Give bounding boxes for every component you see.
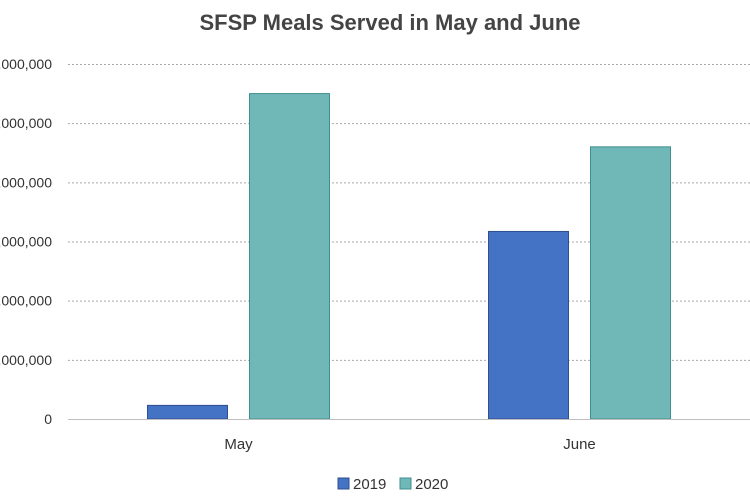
- bar-2019-may: [147, 404, 228, 420]
- x-category-label: June: [563, 436, 596, 453]
- y-tick-label: 0,000,000: [0, 234, 52, 250]
- bars: [147, 93, 671, 420]
- legend-item-2019: 2019: [337, 476, 386, 493]
- legend-item-2020: 2020: [399, 476, 448, 493]
- bar-2020-may: [249, 93, 330, 420]
- y-tick-label: 0,000,000: [0, 174, 52, 190]
- legend-swatch: [399, 477, 412, 490]
- y-tick-label: 0,000,000: [0, 115, 52, 131]
- legend-label: 2020: [415, 476, 448, 493]
- y-tick-label: 0,000,000: [0, 293, 52, 309]
- legend-swatch: [337, 477, 350, 490]
- chart-title: SFSP Meals Served in May and June: [199, 10, 580, 35]
- legend-label: 2019: [353, 476, 386, 493]
- bar-2020-june: [590, 146, 671, 420]
- bar-2019-june: [488, 230, 569, 420]
- x-axis-categories: May June: [224, 436, 595, 453]
- y-tick-label: 0: [44, 411, 52, 427]
- y-tick-label: 0,000,000: [0, 56, 52, 72]
- y-tick-label: 0,000,000: [0, 352, 52, 368]
- x-category-label: May: [224, 436, 253, 453]
- legend: 2019 2020: [337, 476, 448, 493]
- y-axis-ticks: 0 0,000,000 0,000,000 0,000,000 0,000,000 0,0…: [0, 56, 52, 427]
